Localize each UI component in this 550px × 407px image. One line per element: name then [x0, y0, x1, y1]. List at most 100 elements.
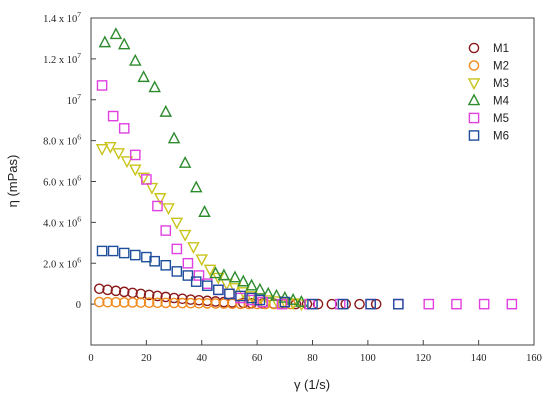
- legend-label: M3: [493, 78, 509, 90]
- data-point-m2: [102, 296, 113, 308]
- y-tick-mantissa: 8.0 x 10: [43, 137, 77, 148]
- series-m4: [98, 27, 308, 307]
- y-tick-exponent: 6: [77, 174, 81, 183]
- data-point-m4: [228, 270, 242, 283]
- data-point-m6: [254, 294, 266, 306]
- data-point-m3: [162, 203, 175, 216]
- data-point-m6: [96, 245, 108, 257]
- data-point-m5: [393, 298, 404, 310]
- data-point-m1: [94, 283, 105, 295]
- legend-label: M5: [493, 113, 509, 125]
- data-point-m6: [171, 266, 183, 277]
- data-point-m5: [224, 288, 235, 300]
- data-point-m6: [190, 276, 202, 287]
- data-point-m4: [295, 294, 308, 307]
- data-point-m4: [217, 268, 231, 281]
- data-point-m5: [506, 298, 518, 310]
- data-point-m6: [393, 298, 404, 310]
- data-point-m4: [129, 53, 142, 66]
- data-point-m2: [210, 298, 221, 309]
- data-point-m3: [195, 254, 209, 267]
- y-tick-mantissa: 6.0 x 10: [43, 178, 77, 189]
- data-point-m6: [129, 249, 141, 261]
- data-point-m3: [245, 291, 258, 304]
- data-point-m6: [337, 298, 349, 310]
- x-tick-label: 160: [526, 353, 542, 364]
- data-point-m1: [312, 298, 324, 310]
- series-m3: [95, 141, 308, 312]
- data-point-m6: [149, 255, 160, 267]
- y-tick-mantissa: 2.0 x 10: [43, 259, 77, 270]
- data-point-m4: [189, 180, 203, 193]
- data-point-m6: [365, 298, 376, 310]
- y-tick-mantissa: 1.2 x 10: [43, 55, 77, 66]
- data-point-m5: [171, 243, 183, 255]
- data-point-m6: [118, 247, 130, 259]
- data-point-m3: [187, 242, 200, 255]
- data-point-m3: [120, 156, 134, 169]
- y-axis-label: η (mPas): [5, 155, 20, 208]
- data-point-m6: [279, 296, 291, 308]
- data-point-m5: [451, 298, 462, 310]
- data-point-m4: [245, 278, 258, 291]
- data-point-m2: [110, 296, 122, 308]
- data-point-m1: [160, 291, 172, 303]
- data-point-m4: [198, 205, 211, 217]
- legend-marker: [468, 42, 480, 54]
- data-point-m6: [107, 245, 119, 257]
- data-point-m5: [118, 123, 130, 134]
- data-point-m1: [143, 289, 155, 301]
- data-point-m2: [143, 297, 155, 308]
- series-m6: [96, 245, 404, 310]
- y-tick-label: 1.4 x 107: [43, 10, 81, 25]
- data-point-m2: [243, 298, 255, 310]
- x-tick-label: 40: [197, 353, 208, 364]
- data-point-m2: [235, 298, 246, 310]
- data-point-m2: [193, 298, 205, 309]
- data-point-m2: [177, 297, 188, 309]
- data-point-m4: [261, 286, 275, 299]
- legend-item-m2: M2: [468, 60, 509, 73]
- data-point-m3: [295, 299, 308, 312]
- data-point-m5: [107, 110, 119, 122]
- data-point-m4: [270, 288, 283, 301]
- data-point-m4: [237, 274, 250, 287]
- data-point-m3: [261, 295, 275, 308]
- data-point-m2: [160, 297, 172, 309]
- y-tick-mantissa: 10: [67, 96, 78, 107]
- x-tick-label: 60: [252, 353, 263, 364]
- data-point-m4: [286, 292, 300, 305]
- x-axis-label: γ (1/s): [294, 377, 330, 392]
- y-tick-exponent: 6: [77, 133, 81, 142]
- data-point-m6: [201, 280, 213, 292]
- legend-marker: [468, 130, 480, 141]
- legend: M1 M2 M3 M4 M5 M6: [467, 42, 510, 143]
- legend-marker: [467, 93, 481, 106]
- legend-marker: [467, 78, 481, 91]
- y-tick-mantissa: 1.4 x 10: [43, 14, 77, 25]
- data-point-m3: [153, 193, 167, 205]
- y-tick-label: 107: [67, 92, 82, 107]
- data-point-m5: [257, 296, 268, 308]
- data-point-m1: [340, 298, 352, 310]
- data-point-m4: [159, 104, 173, 117]
- data-point-m2: [218, 298, 230, 309]
- data-point-m5: [141, 174, 152, 185]
- data-point-m2: [168, 297, 180, 309]
- legend-label: M6: [493, 131, 509, 143]
- data-point-m1: [152, 290, 163, 302]
- data-point-m3: [95, 143, 109, 156]
- y-tick-label: 8.0 x 106: [43, 133, 81, 148]
- y-tick-exponent: 6: [77, 214, 81, 223]
- data-point-m1: [168, 292, 180, 304]
- data-point-m6: [307, 298, 318, 310]
- data-point-m3: [104, 141, 117, 154]
- legend-item-m5: M5: [468, 112, 509, 125]
- data-point-m3: [270, 296, 283, 309]
- data-point-m4: [253, 282, 267, 295]
- data-point-m5: [193, 270, 205, 281]
- data-point-m4: [209, 266, 222, 279]
- data-point-m1: [118, 286, 130, 298]
- legend-label: M2: [493, 61, 509, 73]
